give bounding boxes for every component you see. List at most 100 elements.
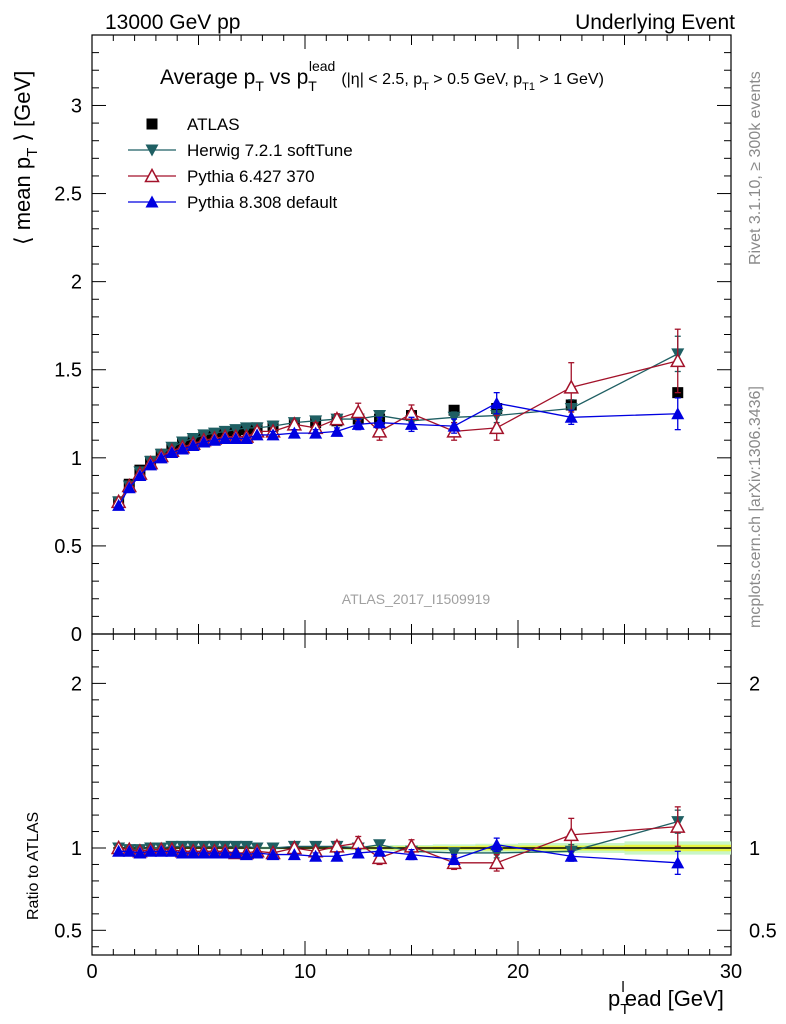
mcplots-label: mcplots.cern.ch [arXiv:1306.3436] <box>747 386 764 628</box>
pythia-8-308-default-point <box>112 844 126 857</box>
pythia-8-308-default-point <box>564 849 578 862</box>
pythia-8-308-default-point <box>218 431 232 444</box>
pythia-6-427-370-point <box>350 403 367 419</box>
pythia-8-308-default-point <box>351 417 365 430</box>
pythia-6-427-370-point <box>371 849 388 865</box>
pythia-6-427-370-point <box>329 410 345 426</box>
herwig-7-2-1-softtune-point <box>490 847 504 860</box>
y-tick-label: 2 <box>71 673 82 695</box>
y-tick-label: 0.5 <box>54 920 82 942</box>
pythia-8-308-default-point <box>351 846 365 859</box>
plot-title: Average pT vs pTlead(|η| < 2.5, pT > 0.5… <box>160 58 604 94</box>
x-axis-label-a-sup: l <box>621 979 624 996</box>
pythia-8-308-default-point <box>165 446 179 459</box>
y-tick-label-right: 1 <box>749 838 760 860</box>
rivet-label: Rivet 3.1.10, ≥ 300k events <box>747 71 764 265</box>
title-part-a-sub: T <box>255 78 264 94</box>
pythia-8-308-default-point <box>229 431 243 444</box>
pythia-8-308-default-point <box>133 468 147 481</box>
title-cuts-2-sub: T1 <box>522 81 535 93</box>
y-tick-label: 1 <box>71 838 82 860</box>
pythia-8-308-default-point <box>154 451 168 464</box>
pythia-8-308-default-point <box>144 844 158 857</box>
pythia-8-308-default-point <box>287 848 301 861</box>
legend-marker-atlas <box>146 118 158 130</box>
pythia-8-308-default-point <box>133 846 147 859</box>
pythia-8-308-default-point <box>373 844 387 857</box>
pythia-8-308-default-point <box>239 431 253 444</box>
y-tick-label-right: 0.5 <box>749 920 777 942</box>
pythia-8-308-default-point <box>490 396 504 409</box>
y-tick-label: 1 <box>71 448 82 470</box>
ratio-plot-frame <box>91 633 732 956</box>
legend-label-pythia-6-427-370: Pythia 6.427 370 <box>187 167 315 186</box>
legend-label-herwig-7-2-1-softtune: Herwig 7.2.1 softTune <box>187 141 353 160</box>
y-tick-label: 2 <box>71 272 82 294</box>
pythia-8-308-default-point <box>207 433 221 446</box>
pythia-8-308-default-point <box>218 846 232 859</box>
pythia-6-427-370-point <box>669 818 686 833</box>
pythia-8-308-default-point <box>176 846 190 859</box>
title-part-b: vs p <box>264 66 308 89</box>
pythia-8-308-default-point <box>330 849 344 862</box>
y-tick-label-right: 2 <box>749 673 760 695</box>
herwig-7-2-1-softtune-line <box>118 353 679 503</box>
title-part-b-sub: T <box>308 78 317 94</box>
y-tick-label: 1.5 <box>54 360 82 382</box>
title-cuts-1: (|η| < 2.5, p <box>341 71 422 88</box>
pythia-8-308-default-point <box>186 846 200 859</box>
x-axis-label-a-sub: T <box>620 1001 629 1018</box>
x-tick-label: 30 <box>720 961 742 983</box>
title-cuts-1-sub: T <box>422 81 429 93</box>
y-axis-label-a: ⟨ mean p <box>10 157 35 245</box>
pythia-8-308-default-point <box>447 419 461 432</box>
pythia-8-308-default-point <box>197 846 211 859</box>
pythia-8-308-default-point <box>154 844 168 857</box>
pythia-8-308-default-point <box>671 856 685 869</box>
pythia-8-308-default-point <box>250 846 264 859</box>
title-cuts-3: > 1 GeV) <box>535 71 604 88</box>
pythia-8-308-default-point <box>330 424 344 437</box>
x-tick-label: 0 <box>86 961 97 983</box>
ratio-plot-area: 0 10 20 30 0.5 0.5 1 1 2 2 <box>54 633 777 983</box>
pythia-8-308-default-point <box>405 417 418 430</box>
pythia-6-427-370-point <box>563 826 580 842</box>
pythia-6-427-370-point <box>488 419 505 435</box>
y-axis-label-b: ⟩ [GeV] <box>10 71 35 148</box>
pythia-8-308-default-point <box>266 848 280 861</box>
pythia-8-308-default-point <box>490 838 504 851</box>
legend: ATLAS Herwig 7.2.1 softTune Pythia 6.427 3… <box>128 115 353 212</box>
x-tick-label: 20 <box>507 961 529 983</box>
y-axis-label-a-sub: T <box>24 148 41 157</box>
pythia-6-427-370-point <box>669 352 686 368</box>
legend-label-atlas: ATLAS <box>187 115 240 134</box>
x-axis-label-a: p <box>608 986 620 1011</box>
x-axis-label: pTlead [GeV] <box>608 979 724 1018</box>
pythia-8-308-default-point <box>287 426 301 439</box>
legend-label-pythia-8-308-default: Pythia 8.308 default <box>187 193 338 212</box>
header-right: Underlying Event <box>575 11 735 34</box>
pythia-8-308-default-point <box>250 428 264 441</box>
pythia-8-308-default-point <box>405 848 418 861</box>
header-left: 13000 GeV pp <box>105 11 240 34</box>
pythia-8-308-default-point <box>122 481 136 494</box>
herwig-7-2-1-softtune-point <box>447 411 461 424</box>
pythia-8-308-default-point <box>207 846 221 859</box>
pythia-8-308-default-point <box>165 844 179 857</box>
pythia-8-308-default-point <box>447 853 461 866</box>
pythia-8-308-default-point <box>564 410 578 423</box>
pythia-8-308-default-point <box>309 426 323 439</box>
x-axis-label-b: ead [GeV] <box>625 986 724 1011</box>
ratio-y-axis-label: Ratio to ATLAS <box>25 812 42 920</box>
main-plot-area: 0 0.5 1 1.5 2 2.5 3 <box>54 34 732 646</box>
y-axis-label: ⟨ mean pT ⟩ [GeV] <box>10 71 41 245</box>
y-tick-label: 2.5 <box>54 184 82 206</box>
pythia-8-308-default-point <box>144 458 158 471</box>
herwig-7-2-1-softtune-point <box>239 422 253 435</box>
pythia-6-427-370-point <box>563 379 580 394</box>
y-tick-label: 0.5 <box>54 536 82 558</box>
pythia-8-308-default-point <box>309 849 323 862</box>
pythia-6-427-370-point <box>371 423 388 438</box>
atlas-point <box>448 404 460 416</box>
